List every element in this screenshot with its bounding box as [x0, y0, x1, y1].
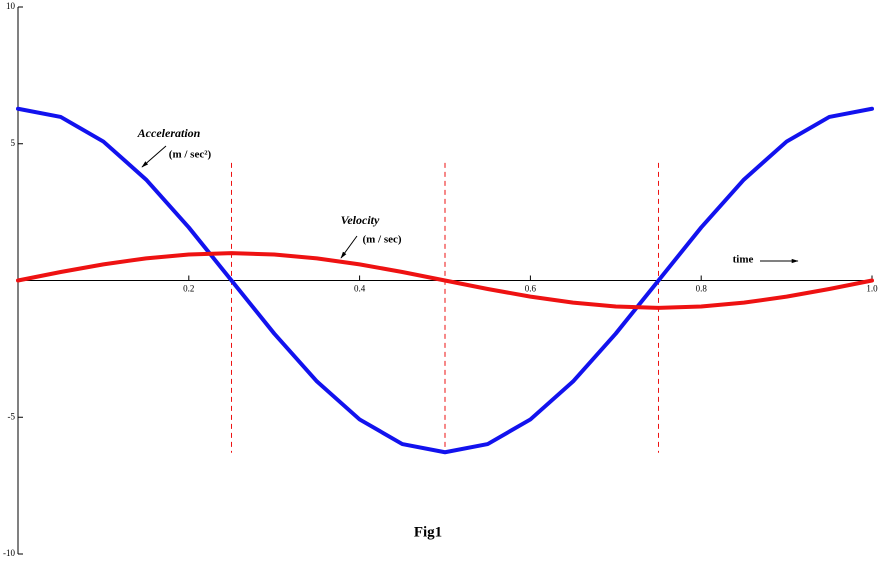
annotation-arrow [340, 235, 358, 259]
series-line [16, 251, 874, 310]
series-layer [16, 106, 874, 455]
annotation-arrow [141, 145, 167, 168]
x-tick-label: 0.4 [354, 284, 366, 294]
y-tick-label: 5 [11, 138, 16, 148]
y-tick-label: -5 [8, 411, 16, 421]
x-tick-label: 1.0 [866, 284, 878, 294]
series-annotation: Acceleration [137, 126, 201, 140]
y-tick-label: 10 [6, 1, 16, 11]
series-annotation: Velocity [341, 213, 380, 227]
unit-annotation: (m / sec²) [169, 149, 212, 161]
caption: Fig1 [414, 524, 442, 540]
x-tick-label: 0.2 [183, 284, 194, 294]
x-tick-label: 0.8 [696, 284, 708, 294]
x-axis-label: time [733, 254, 754, 266]
x-tick-label: 0.6 [525, 284, 537, 294]
y-tick-label: -10 [3, 548, 15, 558]
reference-layer [231, 162, 659, 453]
unit-annotation: (m / sec) [362, 234, 401, 246]
series-line [16, 106, 874, 455]
